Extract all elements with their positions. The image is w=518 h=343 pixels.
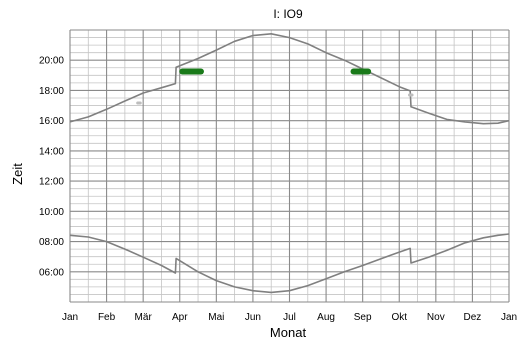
y-tick-label: 12:00 xyxy=(39,177,64,188)
series-line-1 xyxy=(69,32,510,125)
y-tick-label: 10:00 xyxy=(39,207,64,218)
x-tick-label: Dez xyxy=(464,312,482,323)
y-tick-labels: 06:00 08:00 10:00 12:00 14:00 16:00 18:00 20:00 xyxy=(39,56,64,279)
grid xyxy=(69,29,510,303)
x-tick-label: Mär xyxy=(135,312,153,323)
x-tick-label: Jul xyxy=(283,312,296,323)
y-axis-title: Zeit xyxy=(10,163,25,185)
x-tick-label: Jan xyxy=(62,312,78,323)
x-tick-label: Feb xyxy=(98,312,116,323)
x-tick-label: Sep xyxy=(354,312,372,323)
chart-title: I: IO9 xyxy=(273,7,303,21)
series-lines xyxy=(69,32,510,294)
mark-blobs xyxy=(136,68,414,105)
x-tick-label: Nov xyxy=(427,312,445,323)
x-tick-label: Apr xyxy=(172,312,188,323)
y-tick-label: 08:00 xyxy=(39,237,64,248)
x-tick-label: Okt xyxy=(391,312,407,323)
x-axis-title: Monat xyxy=(270,325,307,340)
y-tick-label: 18:00 xyxy=(39,86,64,97)
x-tick-label: Aug xyxy=(317,312,335,323)
x-tick-label: Jan xyxy=(501,312,517,323)
x-tick-label: Jun xyxy=(245,312,261,323)
x-tick-label: Mai xyxy=(208,312,224,323)
y-tick-label: 06:00 xyxy=(39,267,64,278)
y-tick-label: 20:00 xyxy=(39,56,64,67)
y-tick-label: 14:00 xyxy=(39,146,64,157)
y-tick-label: 16:00 xyxy=(39,116,64,127)
series-line-2 xyxy=(69,233,510,294)
x-tick-labels: Jan Feb Mär Apr Mai Jun Jul Aug Sep Okt Nov Dez Jan xyxy=(62,312,517,323)
